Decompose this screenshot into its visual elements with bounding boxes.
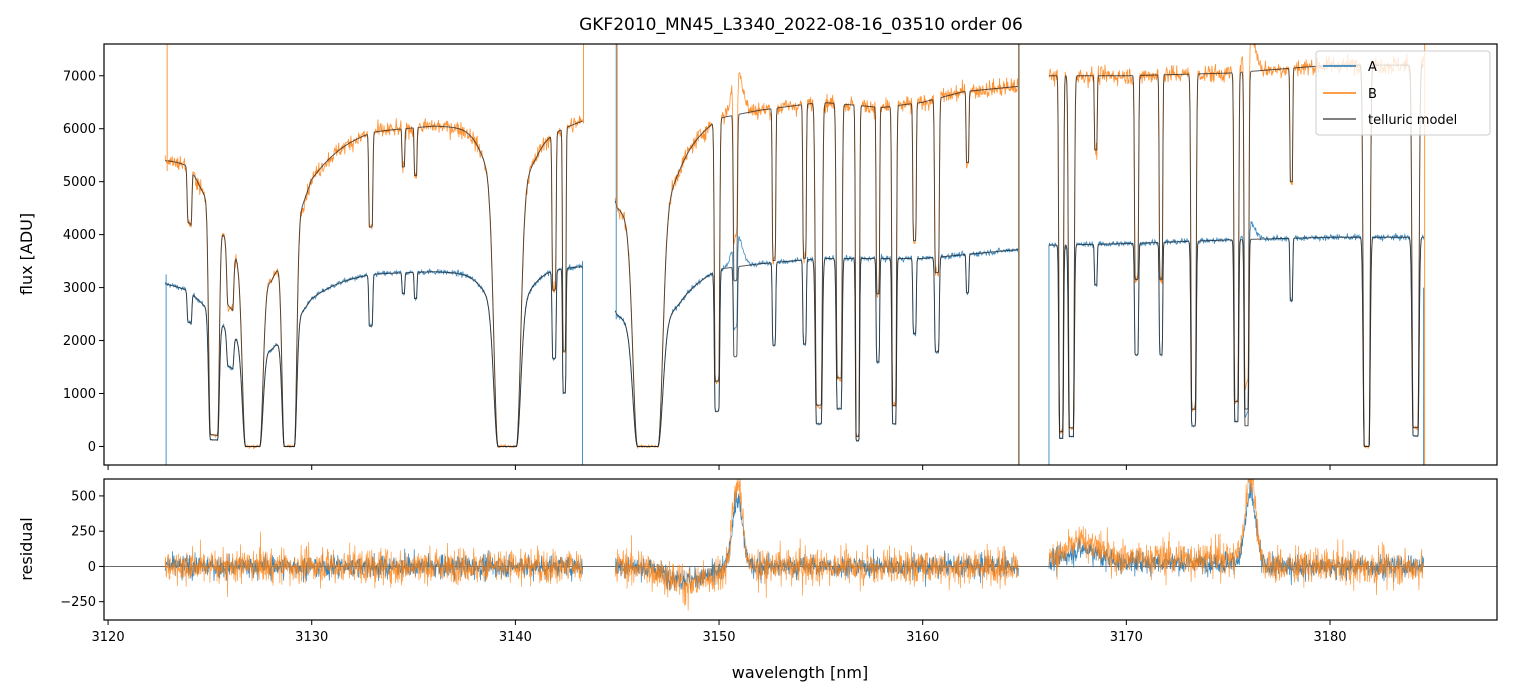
- x-tick-label: 3170: [1110, 630, 1143, 645]
- legend-label-b: B: [1368, 87, 1377, 102]
- residual-panel: −250 0 250 500 3120 3130 3140 3150 3160 3170 3180…: [17, 478, 1498, 682]
- y-tick-label: −250: [60, 595, 96, 610]
- residual-x-ticks: 3120 3130 3140 3150 3160 3170 3180: [92, 620, 1347, 645]
- y-tick-label: 0: [88, 560, 96, 575]
- spectrum-y-ticks: 0 1000 2000 3000 4000 5000 6000 7000: [63, 69, 104, 455]
- residual-axes-frame: [103, 478, 1498, 621]
- legend: A B telluric model: [1315, 50, 1491, 136]
- legend-item-telluric-model: telluric model: [1323, 113, 1457, 128]
- legend-label-telluric-model: telluric model: [1368, 113, 1457, 128]
- y-tick-label: 4000: [63, 228, 96, 243]
- legend-item-b: B: [1323, 87, 1377, 102]
- residual-series-b-line: [164, 479, 1425, 611]
- residual-y-axis-label: residual: [17, 517, 36, 580]
- chart-title: GKF2010_MN45_L3340_2022-08-16_03510 orde…: [579, 15, 1023, 35]
- y-tick-label: 3000: [63, 281, 96, 296]
- x-axis-label: wavelength [nm]: [732, 663, 869, 682]
- x-tick-label: 3180: [1313, 630, 1346, 645]
- y-tick-label: 7000: [63, 69, 96, 84]
- legend-label-a: A: [1368, 60, 1377, 75]
- spectrum-y-axis-label: flux [ADU]: [17, 213, 36, 295]
- x-tick-label: 3160: [906, 630, 939, 645]
- y-tick-label: 0: [88, 440, 96, 455]
- y-tick-label: 250: [71, 525, 96, 540]
- y-tick-label: 5000: [63, 175, 96, 190]
- residual-y-ticks: −250 0 250 500: [60, 489, 104, 610]
- residual-series-group: [104, 479, 1497, 611]
- spectrum-series-group: [164, 44, 1426, 465]
- spectrum-axes-frame: [103, 43, 1498, 466]
- y-tick-label: 2000: [63, 334, 96, 349]
- x-tick-label: 3130: [295, 630, 328, 645]
- x-tick-label: 3150: [702, 630, 735, 645]
- y-tick-label: 500: [71, 489, 96, 504]
- y-tick-label: 1000: [63, 387, 96, 402]
- x-tick-label: 3140: [499, 630, 532, 645]
- legend-item-a: A: [1323, 60, 1377, 75]
- x-tick-label: 3120: [92, 630, 125, 645]
- y-tick-label: 6000: [63, 122, 96, 137]
- spectrum-panel: 0 1000 2000 3000 4000 5000 6000 7000 flux [ADU]…: [17, 43, 1498, 470]
- spectrum-x-ticks: [107, 465, 1331, 470]
